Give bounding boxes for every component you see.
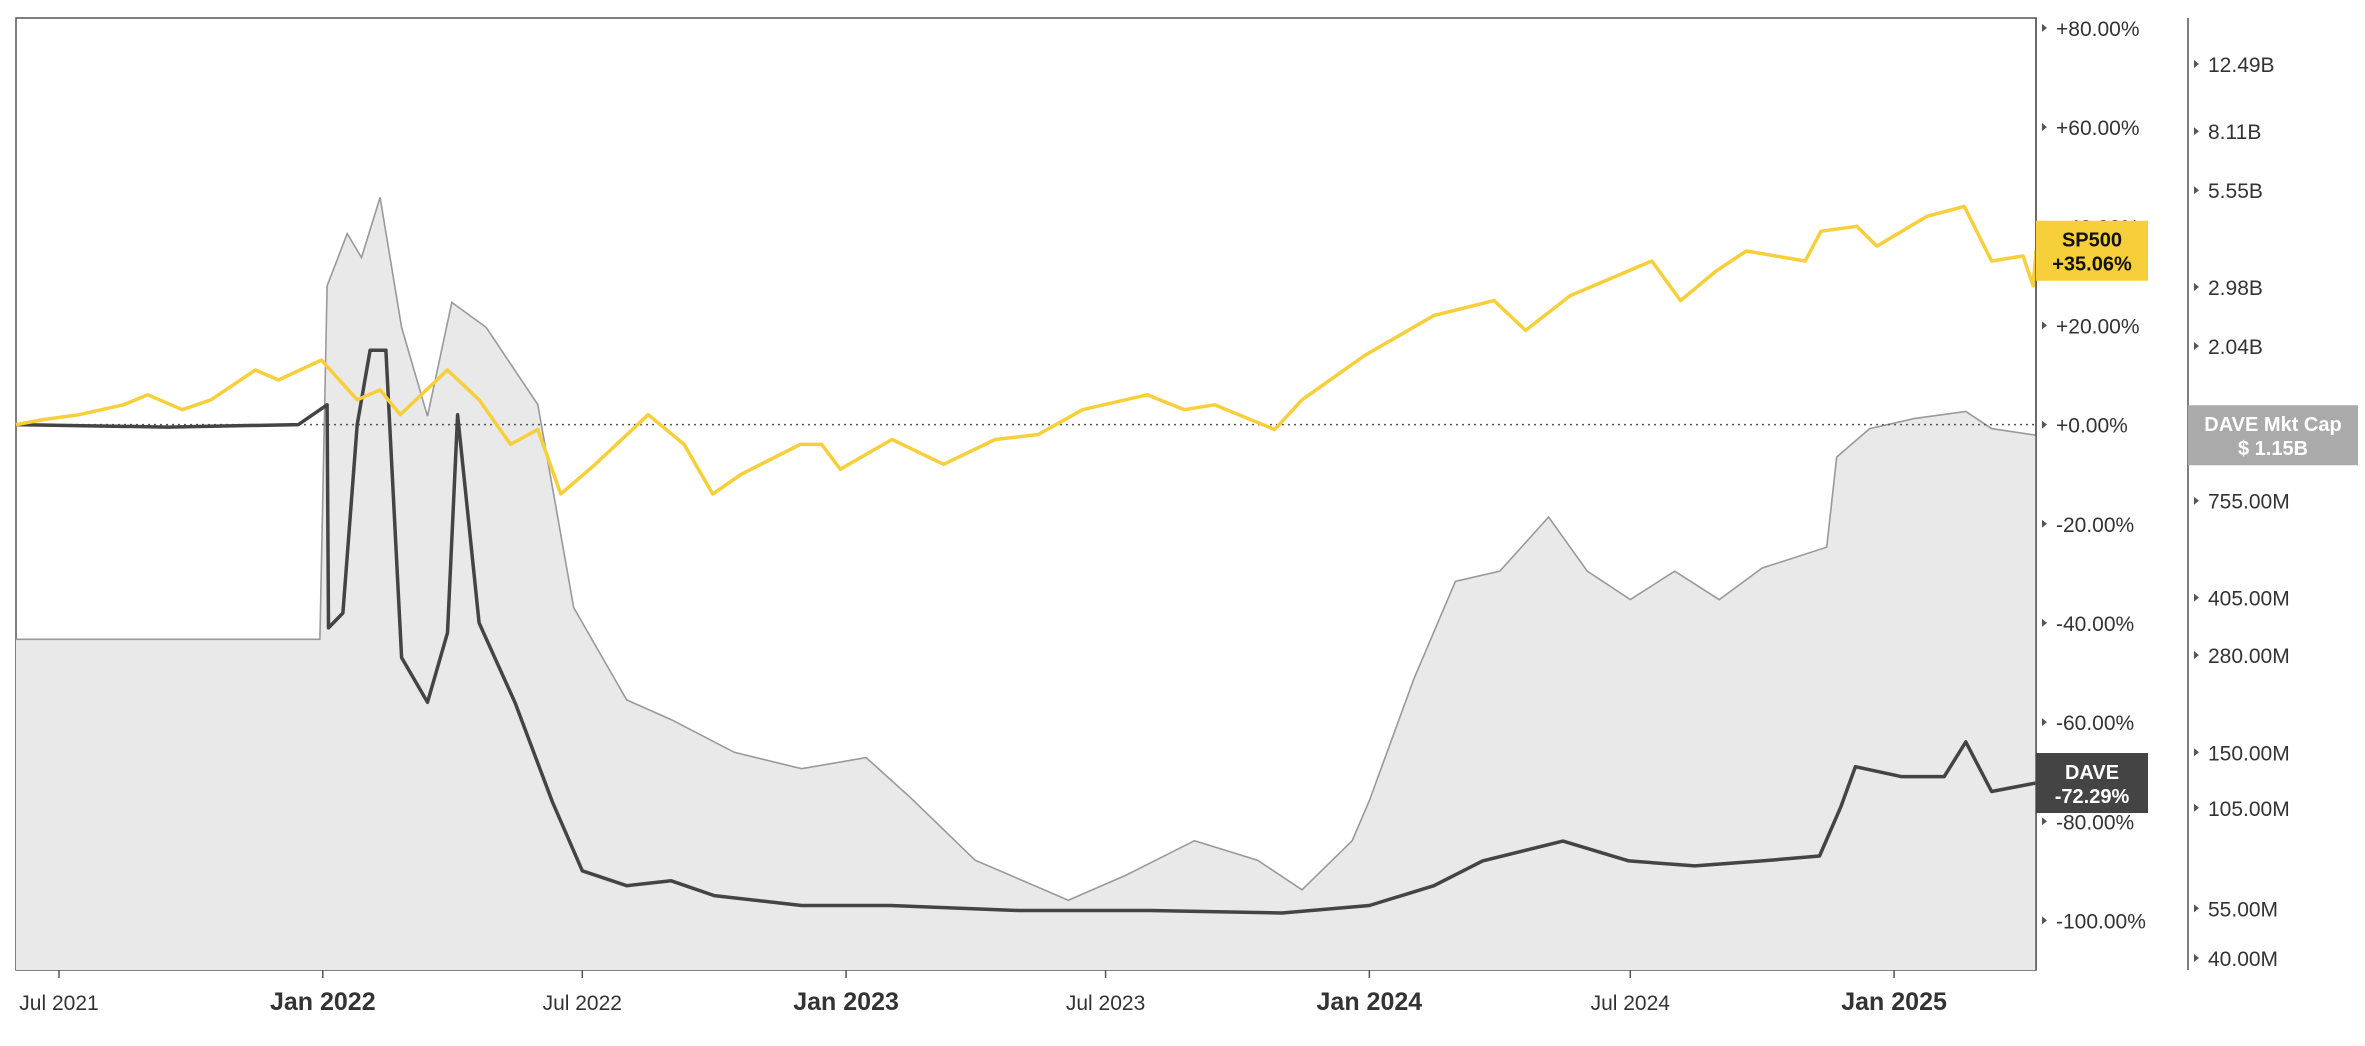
market-cap-tick-label: 2.04B (2208, 336, 2263, 359)
dave-line (15, 348, 2037, 915)
percent-tick-label: +0.00% (2056, 415, 2128, 438)
market-cap-tick (2194, 186, 2199, 195)
market-cap-tick-label: 2.98B (2208, 277, 2263, 300)
x-tick-label: Jan 2025 (1841, 988, 1947, 1016)
market-cap-tick (2194, 342, 2199, 351)
percent-tick-label: +20.00% (2056, 315, 2140, 338)
market-cap-tick-label: 12.49B (2208, 54, 2275, 77)
percent-tick (2042, 420, 2047, 429)
percent-tick (2042, 123, 2047, 132)
x-axis: Jul 2021 Jan 2022 Jul 2022 Jan 2023 Jul 2023… (19, 970, 1947, 1016)
percent-tick-label: -100.00% (2056, 910, 2146, 933)
market-cap-tick-label: 8.11B (2208, 121, 2261, 144)
dave-label-name: DAVE (2065, 762, 2119, 784)
market-cap-tick (2194, 748, 2199, 757)
plot-area (15, 17, 2038, 971)
percent-tick-label: -40.00% (2056, 613, 2134, 636)
sp500-label-name: SP500 (2062, 230, 2122, 252)
sp500-label-box (2036, 220, 2148, 281)
market-cap-tick (2194, 904, 2199, 913)
dave-mkt-cap-line (16, 197, 2037, 902)
x-tick-label: Jul 2021 (19, 992, 98, 1015)
market-cap-tick (2194, 60, 2199, 68)
market-cap-tick-label: 55.00M (2208, 898, 2278, 921)
percent-tick-label: -60.00% (2056, 712, 2134, 735)
dave-mkt-cap-label-box (2188, 405, 2358, 466)
dave-label-box (2036, 753, 2148, 814)
dave-mkt-cap-label-name: DAVE Mkt Cap (2204, 414, 2341, 436)
market-cap-tick (2194, 496, 2199, 505)
percent-tick (2042, 618, 2047, 627)
percent-tick (2042, 519, 2047, 528)
market-cap-tick-label: 5.55B (2208, 180, 2263, 203)
x-tick-label: Jan 2022 (270, 988, 376, 1016)
market-cap-tick-label: 755.00M (2208, 491, 2290, 514)
x-tick-label: Jan 2023 (793, 988, 899, 1016)
percent-tick (2042, 916, 2047, 925)
percent-axis: +80.00%+60.00%+40.00%+20.00%+0.00%-20.00… (2035, 18, 2146, 970)
market-cap-tick-label: 105.00M (2208, 798, 2290, 821)
market-cap-tick (2194, 803, 2199, 812)
dave-mkt-cap-label: DAVE Mkt Cap$ 1.15B (2188, 405, 2358, 466)
percent-tick (2042, 23, 2047, 32)
percent-tick (2042, 718, 2047, 727)
percent-tick (2042, 817, 2047, 826)
sp500-label-value: +35.06% (2052, 254, 2132, 276)
sp500-label: SP500+35.06% (2036, 220, 2148, 281)
percent-tick-label: +80.00% (2056, 18, 2140, 41)
x-tick-label: Jan 2024 (1317, 988, 1423, 1016)
dave-mkt-cap-area (16, 197, 2036, 970)
last-value-labels: SP500+35.06% DAVE-72.29% DAVE Mkt Cap$ 1.1… (2036, 220, 2358, 814)
market-cap-tick-label: 40.00M (2208, 948, 2278, 971)
percent-tick-label: +60.00% (2056, 117, 2140, 140)
percent-tick-label: -20.00% (2056, 514, 2134, 537)
x-tick-label: Jul 2024 (1591, 992, 1671, 1015)
percent-tick-label: -80.00% (2056, 811, 2134, 834)
dave-label: DAVE-72.29% (2036, 753, 2148, 814)
market-cap-tick-label: 150.00M (2208, 742, 2290, 765)
sp500-line (15, 204, 2038, 496)
market-cap-tick (2194, 127, 2199, 136)
dave-mkt-cap-label-value: $ 1.15B (2238, 438, 2308, 460)
percent-tick (2042, 321, 2047, 330)
market-cap-tick (2194, 651, 2199, 660)
market-cap-axis: 12.49B 8.11B 5.55B 2.98B 2.04B 755.00M 405.00M… (2187, 18, 2290, 971)
market-cap-tick (2194, 954, 2199, 962)
market-cap-tick (2194, 593, 2199, 602)
market-cap-tick-label: 405.00M (2208, 588, 2290, 611)
x-tick-label: Jul 2022 (543, 992, 622, 1015)
market-cap-tick (2194, 283, 2199, 292)
market-cap-tick-label: 280.00M (2208, 645, 2290, 668)
dave-label-value: -72.29% (2055, 786, 2130, 808)
x-tick-label: Jul 2023 (1066, 992, 1145, 1015)
